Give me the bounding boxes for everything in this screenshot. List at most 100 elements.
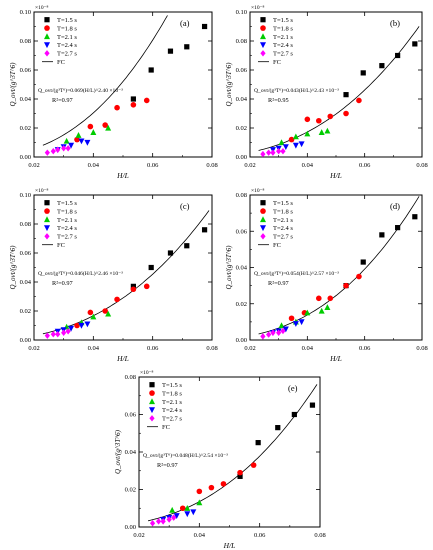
data-point [166, 516, 172, 523]
data-point [292, 321, 299, 327]
y-tick-label: 0.02 [125, 487, 136, 494]
legend-marker [149, 415, 155, 422]
y-tick-label: 0.04 [236, 96, 248, 103]
data-point [316, 117, 322, 124]
data-point [44, 332, 50, 339]
data-point [304, 309, 311, 316]
legend-marker [260, 233, 266, 240]
legend-label: FC [273, 59, 281, 66]
chart-panel-c: 0.02 0.04 0.06 0.080.000.020.040.060.080.10… [9, 188, 218, 363]
data-point [143, 97, 150, 104]
data-point [379, 63, 385, 69]
fit-curve [148, 384, 318, 522]
data-point [266, 331, 272, 338]
legend-label: T=2.1 s [273, 34, 293, 41]
fit-curve [42, 15, 168, 146]
legend-marker [260, 208, 266, 214]
fit-r2: R²=0.97 [52, 280, 73, 287]
data-point [184, 243, 190, 249]
data-point [318, 307, 325, 314]
y-multiplier: ×10⁻⁸ [251, 5, 265, 11]
data-point [324, 127, 331, 134]
data-point [63, 137, 70, 144]
data-point [167, 48, 174, 54]
legend-marker [149, 382, 155, 388]
legend-marker [44, 225, 50, 232]
data-point [61, 329, 67, 336]
data-point [90, 313, 97, 320]
legend-marker [260, 200, 266, 206]
chart-panel-d: 0.02 0.04 0.06 0.080.000.020.040.060.08×10⁻… [225, 188, 428, 363]
y-tick-label: 0.04 [20, 279, 32, 286]
data-point [304, 116, 311, 123]
data-point [282, 144, 289, 151]
data-point [74, 322, 80, 329]
x-tick-label: 0.04 [302, 345, 314, 352]
y-tick-label: 0.00 [236, 337, 247, 344]
data-point [75, 132, 82, 138]
legend-marker [44, 42, 50, 49]
data-point [143, 283, 150, 290]
data-point [148, 67, 154, 73]
data-point [280, 148, 286, 155]
data-point [237, 473, 243, 479]
legend-label: T=2.4 s [273, 225, 293, 232]
data-point [196, 499, 203, 506]
fit-equation: Q_ovt/(g³T⁶)=0.048(H/L)^2.54 ×10⁻³ [143, 452, 228, 459]
data-point [343, 282, 349, 289]
x-axis-label: H/L [116, 171, 129, 180]
y-tick-label: 0.08 [125, 374, 136, 381]
legend-label: T=2.4 s [162, 407, 182, 414]
fit-equation: Q_ovt/(g³T⁶)=0.069(H/L)^2.40 ×10⁻³ [38, 87, 123, 94]
legend-marker [44, 233, 50, 240]
x-tick-label: 0.02 [244, 345, 255, 352]
legend-marker [44, 216, 50, 223]
data-point [288, 136, 295, 143]
x-tick-label: 0.06 [359, 345, 371, 352]
data-point [130, 286, 137, 293]
y-tick-label: 0.06 [236, 228, 248, 235]
data-point [171, 514, 177, 521]
panel-label: (e) [288, 383, 298, 393]
y-tick-label: 0.04 [236, 265, 248, 272]
legend-marker [44, 208, 50, 214]
data-point [270, 149, 276, 156]
y-tick-label: 0.08 [20, 38, 31, 45]
data-point [68, 142, 75, 149]
legend-label: FC [162, 424, 170, 431]
data-point [50, 331, 56, 338]
y-tick-label: 0.00 [20, 154, 31, 161]
data-point [130, 102, 137, 108]
data-point [208, 484, 215, 491]
x-tick-label: 0.02 [28, 162, 39, 169]
legend-marker [149, 407, 155, 414]
y-axis-label: Q_ovt/(g^3T^6) [9, 245, 17, 290]
data-point [55, 146, 61, 153]
panel-label: (b) [390, 18, 400, 28]
legend-label: FC [273, 242, 281, 249]
data-point [260, 150, 266, 158]
panel-label: (c) [180, 201, 190, 211]
data-point [169, 506, 176, 513]
panel-label: (a) [180, 18, 190, 28]
y-tick-label: 0.08 [20, 221, 31, 228]
y-tick-label: 0.08 [236, 192, 247, 199]
legend-marker [260, 25, 266, 31]
data-point [412, 214, 418, 220]
legend-label: T=1.8 s [273, 25, 293, 32]
fit-r2: R²=0.95 [268, 97, 289, 104]
y-tick-label: 0.02 [236, 125, 247, 132]
data-point [237, 469, 243, 476]
data-point [167, 250, 174, 256]
data-point [102, 308, 108, 314]
y-tick-label: 0.06 [236, 67, 248, 74]
legend-marker [149, 390, 155, 396]
data-point [412, 41, 418, 47]
x-tick-label: 0.04 [88, 345, 100, 352]
data-point [395, 52, 401, 59]
legend-label: T=1.5 s [57, 200, 77, 207]
y-tick-label: 0.06 [20, 250, 32, 257]
data-point [114, 296, 120, 303]
x-tick-label: 0.06 [254, 532, 266, 539]
fit-curve [258, 196, 420, 335]
